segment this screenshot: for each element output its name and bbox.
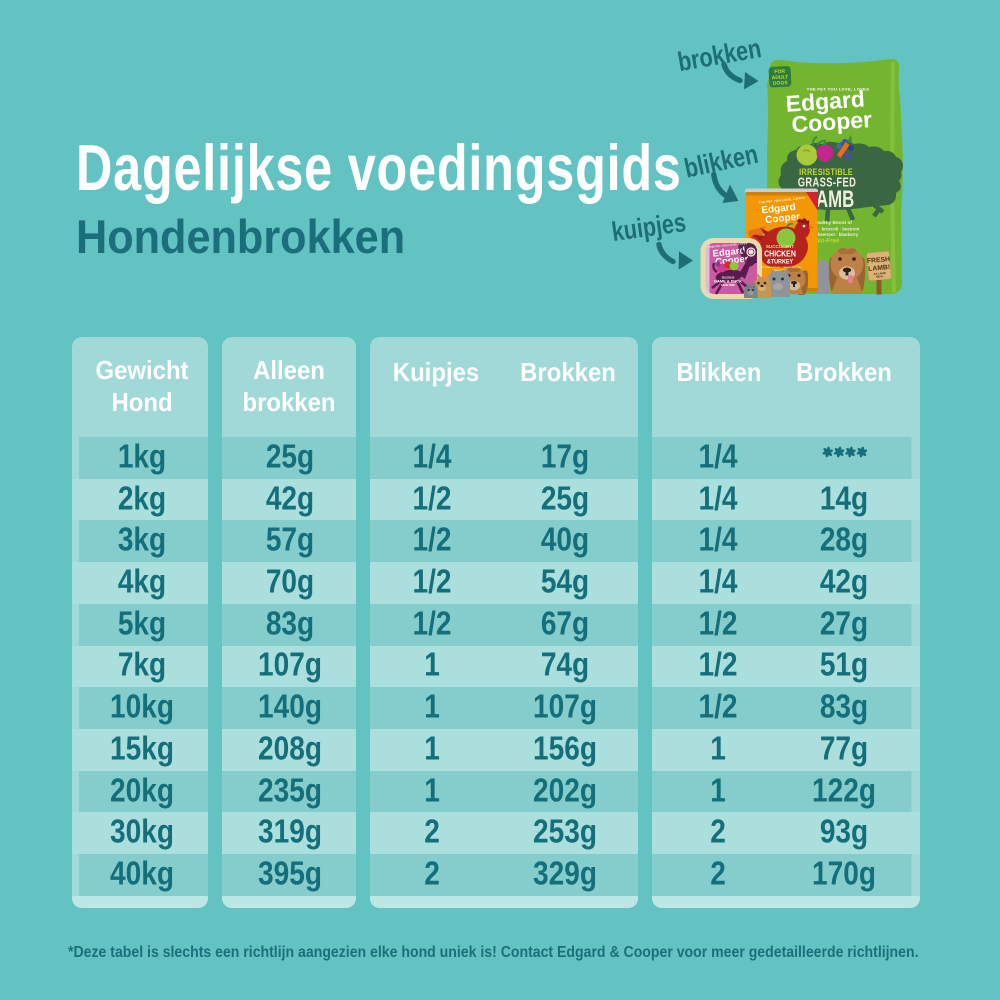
svg-text:Grain-Free: Grain-Free: [809, 239, 840, 245]
svg-text:lamb · pea · broccoli · beetro: lamb · pea · broccoli · beetroot: [797, 227, 860, 232]
svg-text:spinach · beetroot · blueberry: spinach · beetroot · blueberry: [798, 232, 859, 237]
svg-text:THE PET YOU LOVE, LOVES: THE PET YOU LOVE, LOVES: [807, 87, 869, 92]
svg-text:FOR: FOR: [774, 69, 785, 76]
svg-text:GRAIN FREE: GRAIN FREE: [772, 269, 789, 273]
svg-text:Edgard: Edgard: [761, 202, 796, 217]
svg-text:blikken: blikken: [682, 140, 761, 185]
svg-text:THE PET YOU LOVE, LOVES: THE PET YOU LOVE, LOVES: [709, 242, 748, 249]
svg-text:DOGS: DOGS: [773, 80, 789, 87]
svg-text:Edgard: Edgard: [712, 245, 746, 259]
svg-text:Edgard: Edgard: [785, 85, 866, 116]
svg-text:GRAIN FREE: GRAIN FREE: [721, 284, 736, 287]
svg-text:IRRESISTIBLE: IRRESISTIBLE: [799, 167, 853, 177]
svg-text:MEAL: MEAL: [876, 274, 884, 279]
svg-text:DELICIOUS: DELICIOUS: [722, 278, 735, 280]
svg-text:SUCCULENT: SUCCULENT: [766, 244, 795, 249]
svg-text:ADULT: ADULT: [772, 74, 789, 81]
svg-text:LAMB!: LAMB!: [868, 264, 890, 273]
svg-text:AS LAMB: AS LAMB: [873, 271, 886, 276]
svg-text:GRASS-FED: GRASS-FED: [798, 176, 857, 190]
svg-text:brokken: brokken: [676, 34, 764, 78]
svg-text:Cooper: Cooper: [791, 106, 873, 138]
svg-text:kuipjes: kuipjes: [610, 208, 688, 248]
svg-text:&TURKEY: &TURKEY: [767, 259, 793, 265]
svg-text:FRESH: FRESH: [867, 256, 891, 265]
svg-text:The Healthy Boost of: The Healthy Boost of: [804, 220, 852, 226]
svg-text:CHICKEN: CHICKEN: [764, 249, 796, 259]
svg-text:THE PET YOU LOVE, LOVES: THE PET YOU LOVE, LOVES: [758, 196, 805, 205]
svg-text:with green beans, carrots & pe: with green beans, carrots & peas: [758, 265, 802, 269]
svg-text:Cooper: Cooper: [765, 211, 801, 226]
svg-text:GAME & DUCK: GAME & DUCK: [714, 279, 742, 284]
